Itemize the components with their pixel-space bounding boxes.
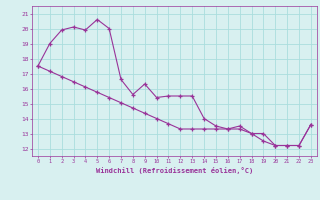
X-axis label: Windchill (Refroidissement éolien,°C): Windchill (Refroidissement éolien,°C) (96, 167, 253, 174)
